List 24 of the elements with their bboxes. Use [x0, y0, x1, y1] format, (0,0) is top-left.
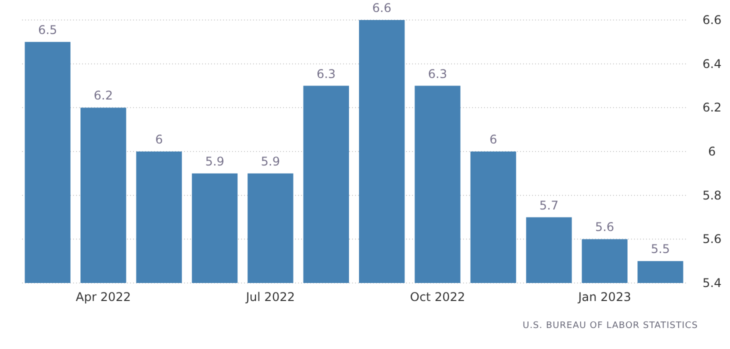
data-label: 6 [155, 132, 163, 146]
x-tick-label: Apr 2022 [76, 290, 131, 304]
data-label: 5.7 [539, 198, 559, 212]
y-tick-label: 6 [708, 144, 716, 158]
data-label: 5.5 [650, 242, 670, 256]
text: U.S. BUREAU OF LABOR STATISTICS [522, 321, 698, 331]
x-tick-label: Jan 2023 [577, 290, 632, 304]
y-tick-label: 6.2 [702, 100, 722, 115]
y-tick-label: 5.4 [702, 276, 722, 290]
y-tick-label: 5.6 [702, 232, 722, 246]
x-tick-label: Oct 2022 [410, 290, 466, 304]
data-label: 6.6 [372, 1, 392, 15]
y-tick-label: 6.6 [702, 13, 722, 27]
data-label: 6.3 [428, 66, 448, 81]
y-tick-label: 6.4 [702, 56, 722, 71]
data-label: 6 [489, 132, 498, 146]
data-label: 6.5 [38, 22, 58, 37]
data-label: 6.3 [316, 66, 336, 81]
data-label: 5.9 [260, 154, 280, 168]
x-tick-label: Jul 2022 [245, 290, 295, 304]
data-label: 6.2 [94, 88, 113, 103]
y-tick-label: 5.8 [702, 188, 722, 202]
data-label: 5.9 [205, 154, 224, 168]
data-label: 5.6 [595, 220, 614, 234]
